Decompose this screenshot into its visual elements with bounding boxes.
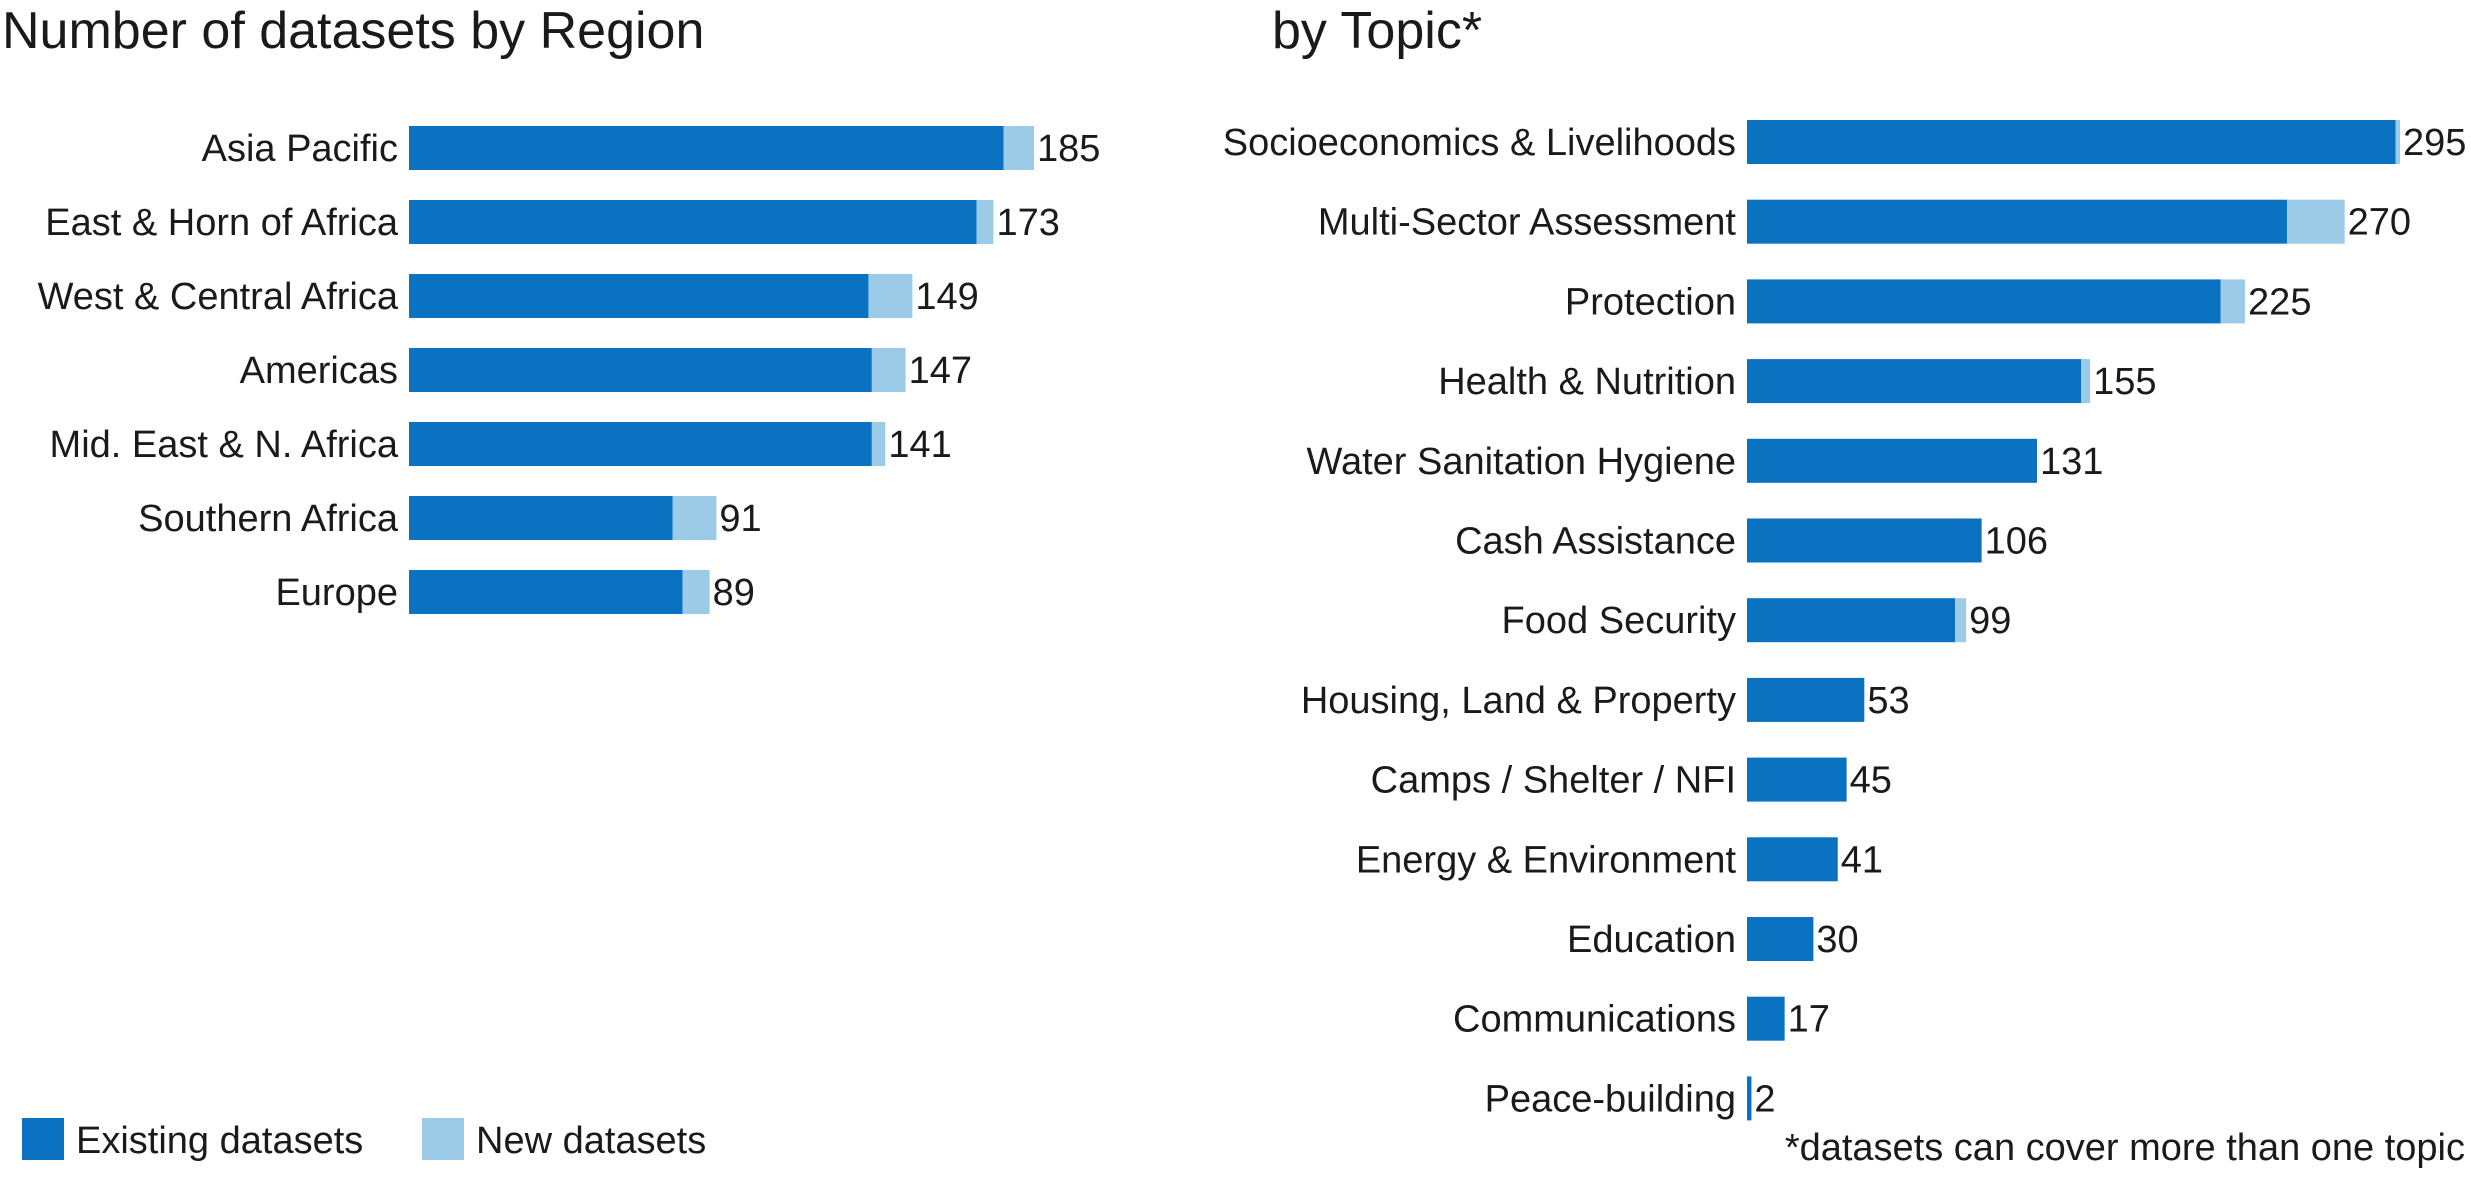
region-bar-new (871, 422, 886, 466)
topic-category-label: Multi-Sector Assessment (1318, 202, 1737, 244)
topic-value-label: 30 (1816, 919, 1858, 961)
topic-value-label: 45 (1850, 760, 1892, 802)
topic-value-label: 155 (2093, 361, 2156, 403)
region-bar-existing (409, 126, 1004, 170)
topic-bar-new (1955, 598, 1967, 643)
legend-existing-label: Existing datasets (76, 1120, 363, 1162)
topic-bar-existing (1747, 598, 1956, 643)
region-value-label: 185 (1037, 128, 1100, 170)
legend-existing-swatch (22, 1118, 64, 1160)
topic-bar-existing (1747, 438, 2037, 483)
topic-value-label: 53 (1867, 680, 1909, 722)
topic-value-label: 41 (1841, 839, 1883, 881)
region-bar-new (871, 348, 906, 392)
topic-bar-existing (1747, 1076, 1752, 1121)
region-value-label: 173 (996, 202, 1059, 244)
region-bar-new (976, 200, 994, 244)
topic-value-label: 99 (1969, 600, 2011, 642)
footnote: *datasets can cover more than one topic (1785, 1127, 2465, 1169)
region-bar-existing (409, 570, 683, 614)
region-bar-existing (409, 496, 673, 540)
topic-value-label: 17 (1788, 999, 1830, 1041)
legend-new-swatch (422, 1118, 464, 1160)
topic-panel: by Topic* Socioeconomics & Livelihoods 295… (1223, 2, 2466, 1121)
topic-value-label: 295 (2403, 122, 2466, 164)
region-category-label: Southern Africa (138, 498, 399, 540)
topic-value-label: 270 (2348, 202, 2411, 244)
topic-bar-existing (1747, 757, 1847, 802)
topic-category-label: Health & Nutrition (1438, 361, 1736, 403)
region-category-label: Mid. East & N. Africa (50, 424, 399, 466)
region-bar-new (682, 570, 710, 614)
topic-bar-existing (1747, 917, 1814, 961)
topic-bar-existing (1747, 518, 1982, 563)
topic-value-label: 2 (1754, 1078, 1775, 1120)
region-bar-existing (409, 348, 872, 392)
topic-category-label: Food Security (1502, 600, 1736, 642)
legend-new-label: New datasets (476, 1120, 706, 1162)
topic-bar-existing (1747, 359, 2082, 404)
topic-category-label: Camps / Shelter / NFI (1371, 760, 1736, 802)
legend: Existing datasets New datasets (22, 1118, 706, 1162)
region-category-label: West & Central Africa (38, 276, 399, 318)
topic-bar-existing (1747, 120, 2396, 164)
region-bar-existing (409, 422, 872, 466)
topic-category-label: Housing, Land & Property (1301, 680, 1736, 722)
topic-category-label: Energy & Environment (1356, 839, 1737, 881)
topic-bar-existing (1747, 279, 2221, 324)
region-category-label: Americas (240, 350, 398, 392)
region-value-label: 141 (888, 424, 951, 466)
topic-bar-existing (1747, 996, 1785, 1041)
topic-bar-existing (1747, 199, 2288, 244)
topic-category-label: Socioeconomics & Livelihoods (1223, 122, 1736, 164)
topic-category-label: Protection (1565, 281, 1736, 323)
topic-category-label: Cash Assistance (1455, 521, 1736, 563)
region-value-label: 89 (713, 572, 755, 614)
region-panel: Number of datasets by Region Asia Pacific… (2, 2, 1100, 614)
region-value-label: 91 (719, 498, 761, 540)
region-chart-title: Number of datasets by Region (2, 2, 704, 60)
topic-category-label: Peace-building (1485, 1078, 1736, 1120)
topic-category-label: Education (1567, 919, 1736, 961)
region-bar-new (672, 496, 717, 540)
topic-value-label: 131 (2040, 441, 2103, 483)
region-bar-new (868, 274, 913, 318)
topic-category-label: Communications (1453, 999, 1736, 1041)
region-bar-existing (409, 200, 977, 244)
region-category-label: East & Horn of Africa (45, 202, 399, 244)
topic-bar-existing (1747, 677, 1865, 722)
topic-value-label: 225 (2248, 281, 2311, 323)
region-value-label: 147 (909, 350, 972, 392)
topic-bar-new (2220, 279, 2246, 324)
topic-bar-new (2395, 120, 2400, 164)
region-category-label: Europe (275, 572, 398, 614)
region-category-label: Asia Pacific (202, 128, 398, 170)
region-bar-existing (409, 274, 869, 318)
topic-value-label: 106 (1985, 521, 2048, 563)
region-bar-new (1003, 126, 1034, 170)
topic-bar-new (2287, 199, 2345, 244)
region-value-label: 149 (915, 276, 978, 318)
topic-chart-title: by Topic* (1272, 2, 1482, 60)
topic-category-label: Water Sanitation Hygiene (1307, 441, 1737, 483)
topic-bar-new (2081, 359, 2091, 404)
topic-bar-existing (1747, 837, 1838, 882)
